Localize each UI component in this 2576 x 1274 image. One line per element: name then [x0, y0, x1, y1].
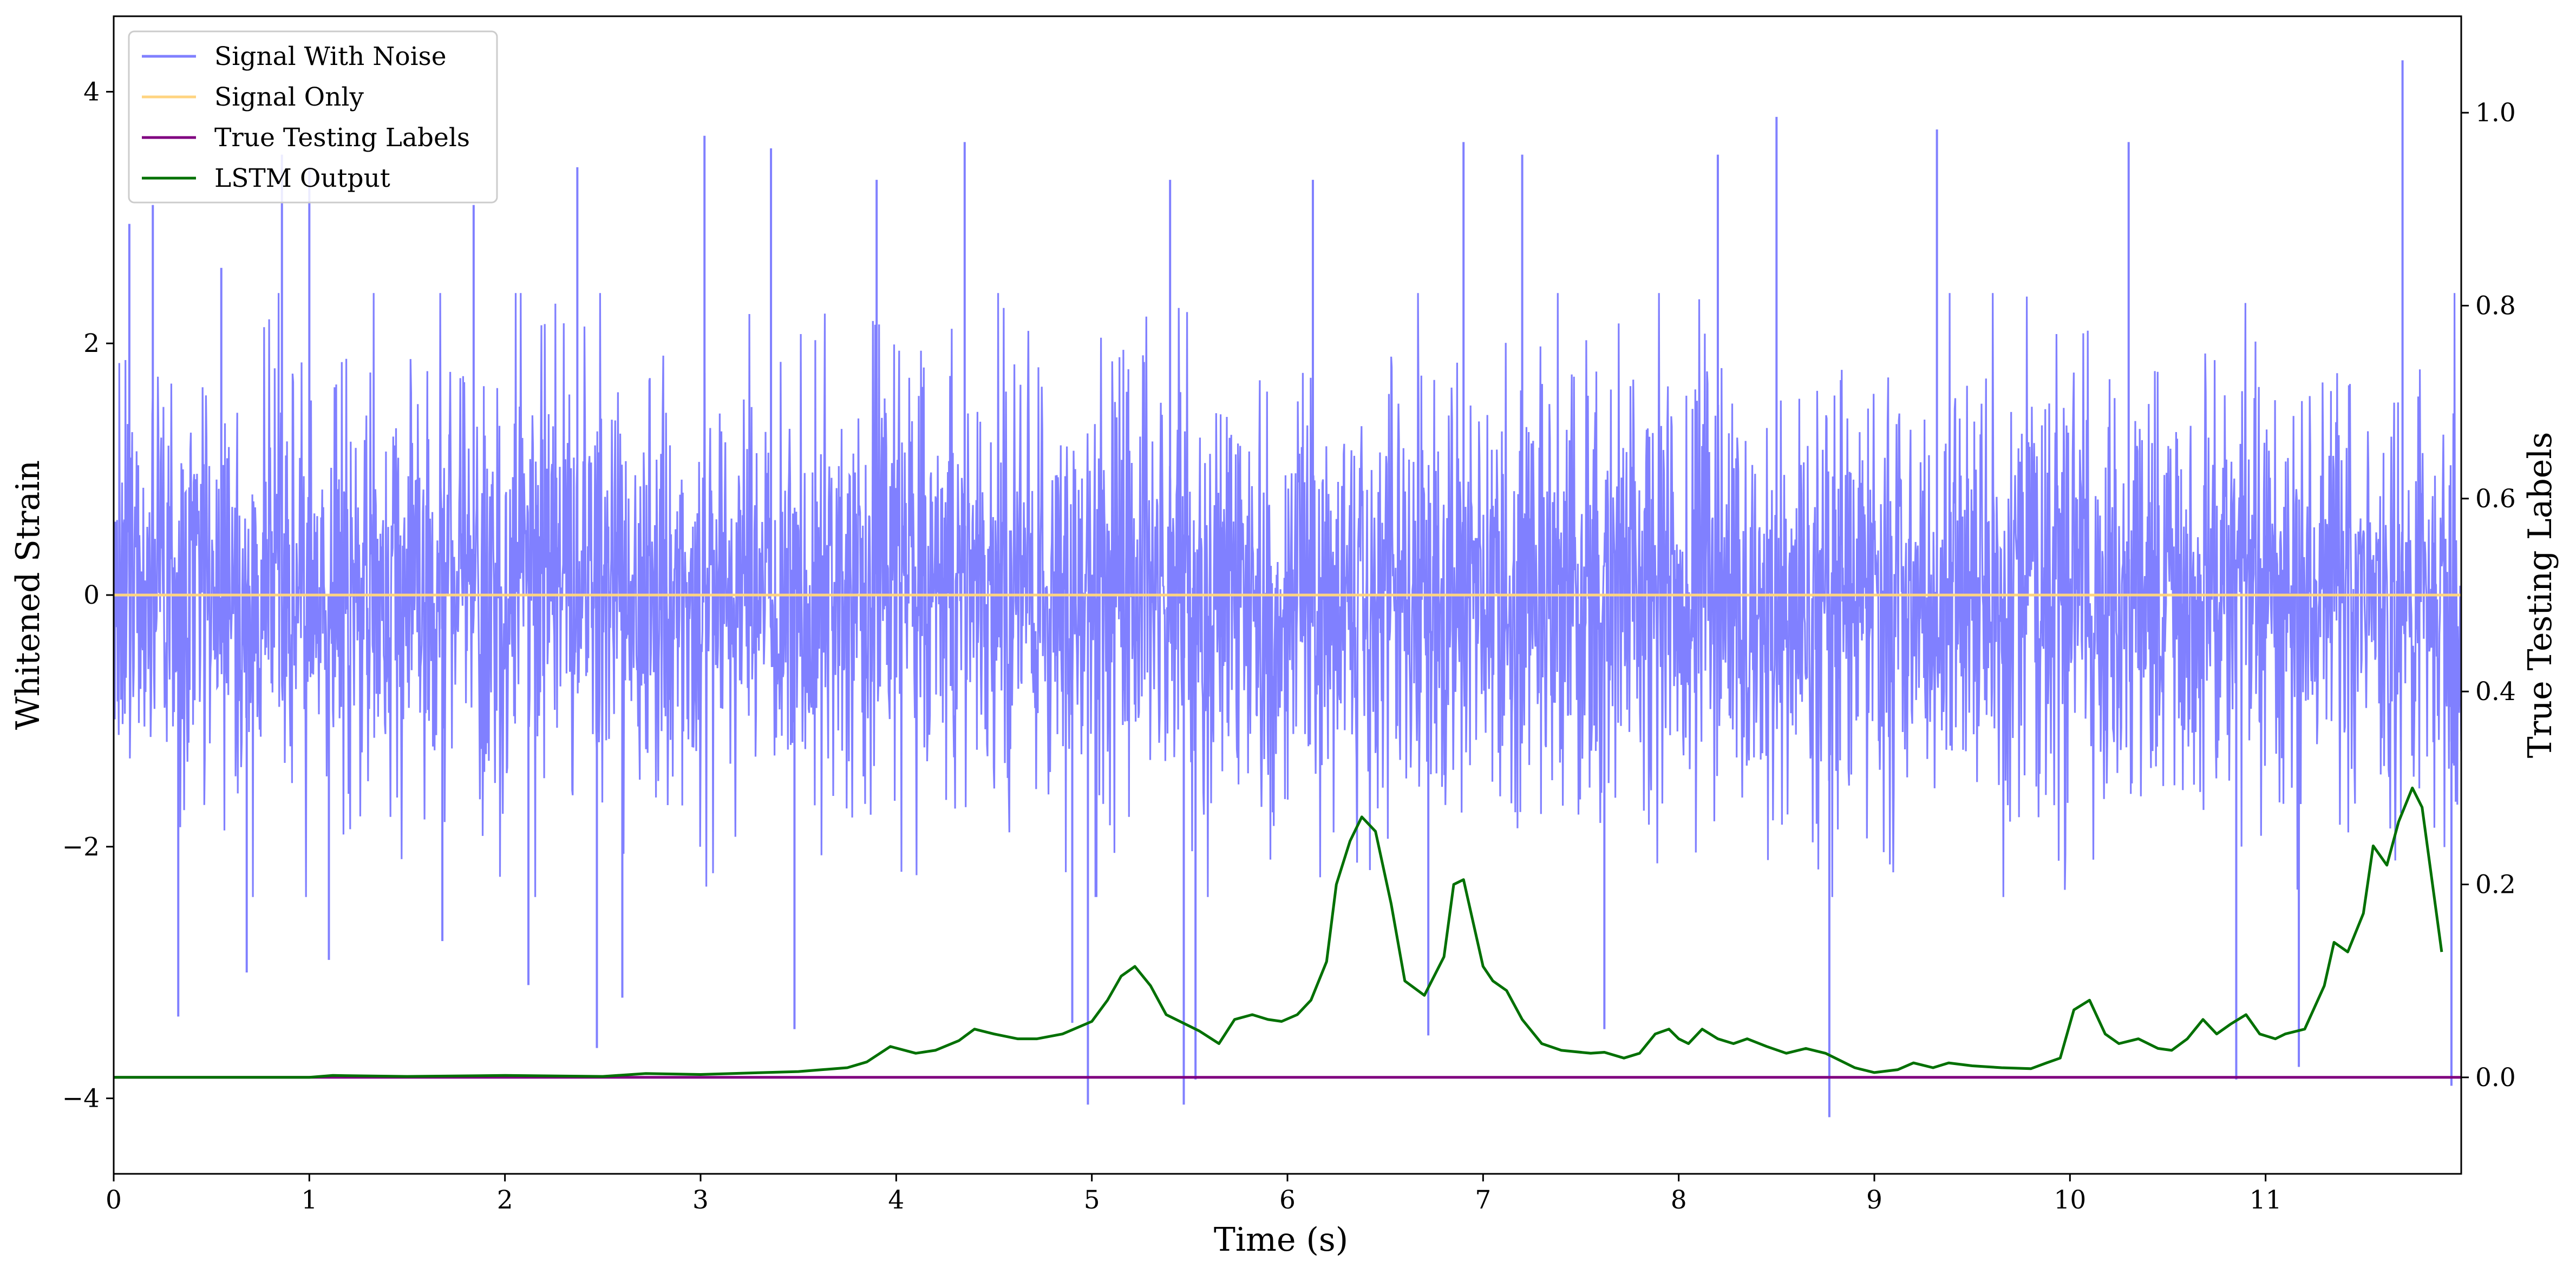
y-left-tick-label: 2: [83, 329, 100, 358]
x-tick-label: 6: [1279, 1185, 1296, 1215]
y-axis-right: 0.0 0.2 0.4 0.6 0.8 1.0: [2461, 98, 2516, 1093]
legend-entry: True Testing Labels: [142, 123, 470, 153]
series-lstm-output-line: [114, 786, 2443, 1079]
noise-spikes: [128, 60, 2453, 1118]
y-right-tick-label: 0.6: [2475, 484, 2516, 514]
y-axis-left: −4 −2 0 2 4: [62, 77, 114, 1114]
legend: Signal With Noise Signal Only True Testing…: [128, 30, 498, 204]
y-left-tick-label: −4: [62, 1084, 100, 1114]
y-right-tick-label: 0.2: [2475, 870, 2516, 900]
legend-label: Signal Only: [214, 82, 364, 112]
y-right-tick-label: 0.8: [2475, 291, 2516, 321]
legend-entry: Signal With Noise: [142, 42, 447, 71]
y-left-tick-label: −2: [62, 832, 100, 862]
y-axis-left-label: Whitened Strain: [9, 460, 47, 730]
legend-label: True Testing Labels: [214, 123, 470, 153]
x-tick-label: 4: [888, 1185, 904, 1215]
y-right-tick-label: 0.0: [2475, 1063, 2516, 1093]
line-series: [114, 593, 2461, 1079]
x-tick-label: 2: [497, 1185, 513, 1215]
x-tick-label: 10: [2054, 1185, 2086, 1215]
x-tick-label: 0: [106, 1185, 122, 1215]
y-left-tick-label: 4: [83, 77, 100, 107]
x-axis: 0 1 2 3 4 5 6 7 8 9 10 11: [106, 1174, 2282, 1215]
legend-entry: Signal Only: [142, 82, 364, 112]
y-right-tick-label: 0.4: [2475, 677, 2516, 707]
legend-box: [128, 30, 498, 204]
legend-label: Signal With Noise: [214, 42, 447, 71]
y-right-tick-label: 1.0: [2475, 98, 2516, 128]
x-tick-label: 8: [1671, 1185, 1687, 1215]
x-tick-label: 3: [692, 1185, 709, 1215]
x-tick-label: 1: [301, 1185, 317, 1215]
x-tick-label: 7: [1475, 1185, 1491, 1215]
x-tick-label: 5: [1084, 1185, 1100, 1215]
x-tick-label: 11: [2250, 1185, 2282, 1215]
x-axis-label: Time (s): [1214, 1221, 1348, 1259]
y-axis-right-label: True Testing Labels: [2521, 432, 2559, 759]
plot-area: [114, 60, 2461, 1118]
legend-label: LSTM Output: [214, 164, 390, 193]
x-tick-label: 9: [1866, 1185, 1882, 1215]
legend-entry: LSTM Output: [142, 164, 390, 193]
y-left-tick-label: 0: [83, 580, 100, 610]
